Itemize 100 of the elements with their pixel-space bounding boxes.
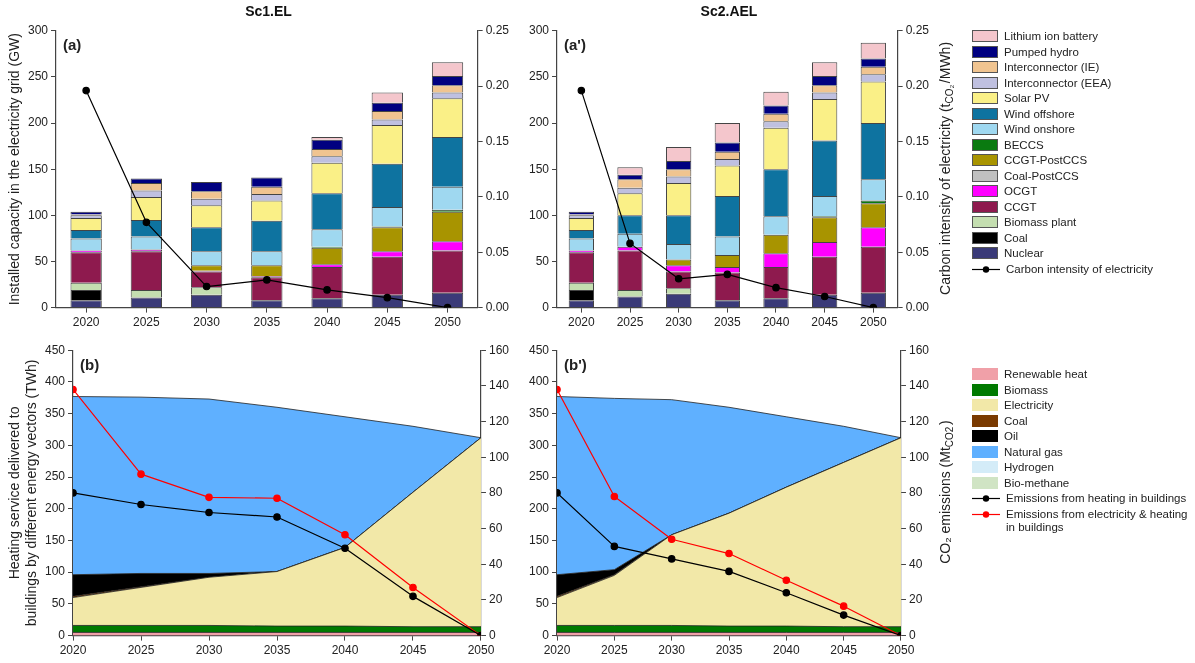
- legend-label: Renewable heat: [1004, 368, 1088, 381]
- legend-label: Natural gas: [1004, 445, 1063, 459]
- y2-tick-label: 20: [488, 592, 503, 607]
- y2-tick-label: 0.15: [485, 133, 510, 148]
- y2-tick-label: 160: [908, 342, 930, 357]
- x-tick-label: 2045: [373, 315, 401, 330]
- y-tick-label: 200: [528, 115, 550, 130]
- legend-label: CCGT-PostCCS: [1004, 154, 1088, 167]
- y2-tick-label: 100: [908, 449, 930, 464]
- y2-tick-label: 0.25: [485, 23, 510, 38]
- legend-label: Interconnector (IE): [1004, 61, 1100, 74]
- x-tick-label: 2045: [399, 643, 427, 658]
- y-axis-title: Installed capacity in the electricity grid (GW): [5, 33, 22, 306]
- y-tick-label: 200: [44, 501, 66, 516]
- y2-tick-label: 120: [908, 413, 930, 428]
- x-tick-label: 2035: [263, 643, 291, 658]
- y-tick-label: 250: [44, 469, 66, 484]
- x-tick-label: 2030: [665, 315, 693, 330]
- x-tick-label: 2050: [434, 315, 462, 330]
- y-tick-label: 100: [27, 207, 49, 222]
- y2-tick-label: 0.10: [905, 189, 930, 204]
- y-tick-label: 250: [528, 69, 550, 84]
- y-tick-label: 50: [34, 253, 49, 268]
- x-tick-label: 2050: [887, 643, 915, 658]
- y-tick-label: 450: [44, 342, 66, 357]
- legend-label: Electricity: [1004, 399, 1054, 412]
- y-tick-label: 300: [44, 437, 66, 452]
- y-tick-label: 0: [542, 299, 550, 314]
- legend-label: Hydrogen: [1004, 461, 1054, 474]
- y2-tick-label: 0.25: [905, 23, 930, 38]
- y2-tick-label: 0: [488, 627, 496, 642]
- y2-tick-label: 100: [488, 449, 510, 464]
- x-tick-label: 2040: [762, 315, 790, 330]
- y2-tick-label: 120: [488, 413, 510, 428]
- y-axis-title: Heating service delivered to buildings by different energy vectors (TWh): [5, 359, 39, 627]
- legend-label: Emissions from heating in buildings: [1006, 492, 1187, 505]
- x-tick-label: 2020: [543, 643, 571, 658]
- x-tick-label: 2050: [859, 315, 887, 330]
- y2-axis-title: Carbon intensity of electricity (tCO₂/MWh): [936, 41, 955, 295]
- x-tick-label: 2035: [253, 315, 281, 330]
- y-tick-label: 150: [528, 161, 550, 176]
- legend-label: Carbon intensity of electricity: [1006, 262, 1154, 276]
- legend-label: Coal: [1004, 414, 1028, 428]
- y2-tick-label: 0.20: [905, 78, 930, 93]
- annotation: (b'): [564, 355, 587, 373]
- x-tick-label: 2040: [331, 643, 359, 658]
- y-tick-label: 50: [535, 596, 550, 611]
- y2-tick-label: 160: [488, 342, 510, 357]
- x-tick-label: 2040: [772, 643, 800, 658]
- legend-label: Wind onshore: [1004, 123, 1075, 136]
- chart-title: Sc2.AEL: [700, 3, 758, 20]
- legend-label: Coal-PostCCS: [1004, 169, 1079, 183]
- y-tick-label: 0: [542, 627, 550, 642]
- y-tick-label: 450: [528, 342, 550, 357]
- x-tick-label: 2030: [658, 643, 686, 658]
- y2-tick-label: 40: [908, 556, 923, 571]
- y-tick-label: 200: [528, 501, 550, 516]
- y2-tick-label: 80: [908, 485, 923, 500]
- x-tick-label: 2045: [811, 315, 839, 330]
- y-tick-label: 0: [41, 299, 49, 314]
- y-tick-label: 0: [58, 627, 66, 642]
- y-tick-label: 200: [27, 115, 49, 130]
- legend-label: BECCS: [1004, 138, 1044, 152]
- legend-label: CCGT: [1004, 200, 1037, 214]
- x-tick-label: 2035: [713, 315, 741, 330]
- y2-tick-label: 140: [488, 378, 510, 393]
- y2-tick-label: 0.00: [485, 299, 510, 314]
- legend-label: Nuclear: [1004, 247, 1044, 260]
- y2-tick-label: 40: [488, 556, 503, 571]
- chart-title: Sc1.EL: [245, 3, 293, 20]
- legend-label: Emissions from electricity & heating in buildings: [1006, 507, 1189, 534]
- y-tick-label: 50: [535, 253, 550, 268]
- y2-tick-label: 60: [488, 520, 503, 535]
- y-tick-label: 400: [528, 374, 550, 389]
- y-tick-label: 150: [27, 161, 49, 176]
- y-tick-label: 350: [528, 405, 550, 420]
- y-tick-label: 250: [27, 69, 49, 84]
- y2-tick-label: 80: [488, 485, 503, 500]
- legend-label: Wind offshore: [1004, 107, 1075, 121]
- y2-tick-label: 0.10: [485, 189, 510, 204]
- y-tick-label: 250: [528, 469, 550, 484]
- y-tick-label: 400: [44, 374, 66, 389]
- x-tick-label: 2025: [133, 315, 161, 330]
- x-tick-label: 2020: [568, 315, 596, 330]
- x-tick-label: 2050: [467, 643, 495, 658]
- y2-tick-label: 0.20: [485, 78, 510, 93]
- legend-label: Solar PV: [1004, 92, 1050, 105]
- x-tick-label: 2035: [715, 643, 743, 658]
- x-tick-label: 2025: [601, 643, 629, 658]
- y-tick-label: 100: [44, 564, 66, 579]
- x-tick-label: 2045: [830, 643, 858, 658]
- x-tick-label: 2025: [127, 643, 155, 658]
- y2-tick-label: 0: [908, 627, 916, 642]
- y2-tick-label: 20: [908, 592, 923, 607]
- annotation: (a'): [564, 36, 586, 54]
- x-tick-label: 2025: [616, 315, 644, 330]
- y-tick-label: 50: [51, 596, 66, 611]
- legend-label: Coal: [1004, 231, 1028, 245]
- x-tick-label: 2030: [193, 315, 221, 330]
- legend-label: Biomass plant: [1004, 216, 1077, 229]
